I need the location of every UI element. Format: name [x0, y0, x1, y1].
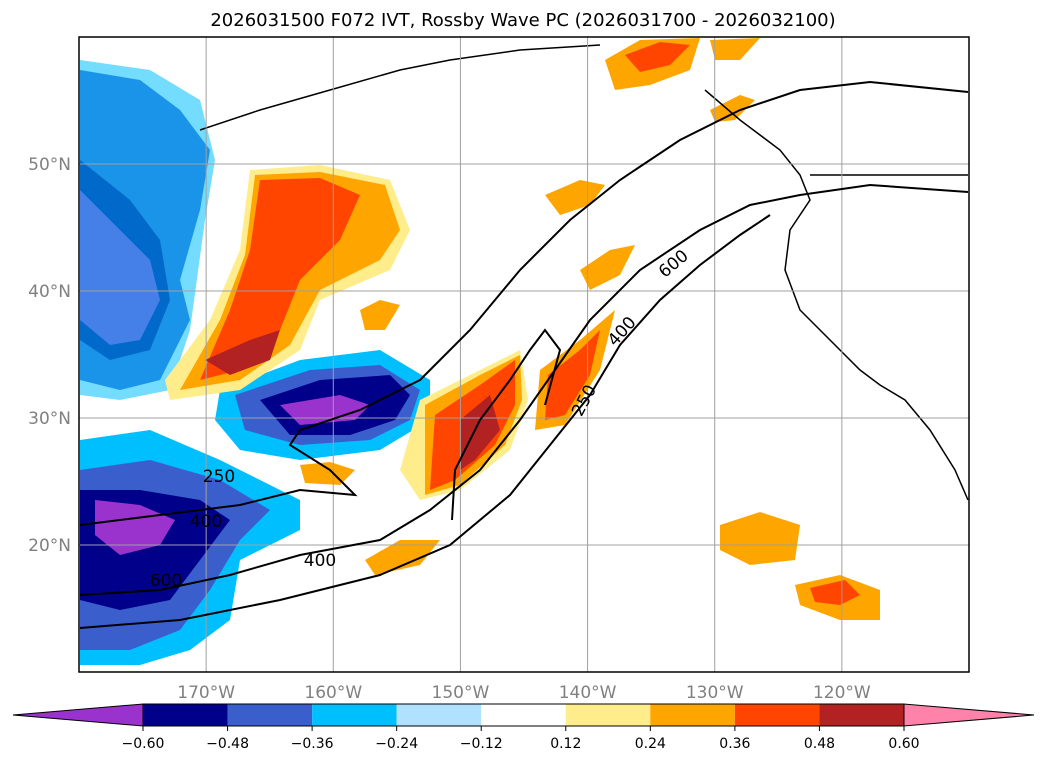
colorbar-label-8: 0.48 [804, 736, 835, 752]
colorbar-segment-8 [819, 704, 904, 726]
pc-region-neg-outline [80, 60, 215, 400]
pc-region-pos-ne-red [625, 42, 690, 72]
contour-label-600-west: 600 [150, 571, 182, 591]
pc-region-pos-small2 [580, 245, 635, 290]
pc-region-pos-east2-red [810, 580, 860, 605]
pc-region-pos-ne2 [710, 38, 760, 60]
pc-shading [80, 38, 880, 665]
x-tick-label-4: 130°W [686, 683, 744, 703]
colorbar-extend-max [903, 703, 1035, 727]
colorbar-label-5: 0.12 [550, 736, 581, 752]
colorbar-outline [142, 703, 905, 727]
colorbar-label-6: 0.24 [635, 736, 666, 752]
colorbar-label-3: −0.24 [375, 736, 418, 752]
x-tick-label-1: 160°W [304, 683, 362, 703]
gridlines [79, 37, 969, 672]
colorbar-segment-3 [396, 704, 482, 726]
colorbar-segment-5 [565, 704, 651, 726]
pc-region-pos-small1 [545, 180, 605, 215]
pc-region-pos-north-red [200, 178, 360, 380]
pc-region-neg-sw-purple [95, 500, 175, 555]
ivt-contour-400 [79, 183, 969, 596]
colorbar: −0.60 −0.48 −0.36 −0.24 −0.12 0.12 0.24 0.36 0.4… [12, 703, 1035, 752]
colorbar-label-0: −0.60 [122, 736, 165, 752]
pc-region-pos-ar2-red [545, 330, 600, 420]
x-tick-label-5: 120°W [813, 683, 871, 703]
map-frame [78, 36, 970, 673]
colorbar-segment-4 [481, 704, 566, 726]
coastline-ak [199, 44, 601, 131]
pc-region-pos-ne3 [710, 95, 755, 122]
pc-region-pos-small4 [300, 462, 355, 485]
colorbar-segment-7 [734, 704, 820, 726]
x-tick-label-0: 170°W [177, 683, 235, 703]
ivt-contours [79, 80, 969, 629]
coastline-na [704, 89, 969, 501]
x-tick-label-2: 150°W [432, 683, 490, 703]
pc-region-pos-small5 [365, 540, 440, 575]
y-tick-label-1: 40°N [28, 282, 71, 302]
pc-region-pos-small3 [360, 300, 400, 330]
contour-label-400-west: 400 [190, 512, 222, 532]
colorbar-label-1: −0.48 [206, 736, 249, 752]
colorbar-label-7: 0.36 [719, 736, 750, 752]
ivt-contour-600 [79, 214, 771, 629]
colorbar-segment-2 [312, 704, 397, 726]
coastline [199, 44, 969, 501]
colorbar-segment-0 [143, 704, 228, 726]
y-tick-label-0: 50°N [28, 155, 71, 175]
colorbar-segment-1 [227, 704, 313, 726]
colorbar-segment-6 [650, 704, 735, 726]
ivt-contour-inner [451, 328, 562, 521]
pc-region-pos-north-core [205, 330, 280, 375]
colorbar-label-2: −0.36 [291, 736, 334, 752]
contour-label-250-west: 250 [203, 467, 235, 487]
colorbar-label-4: −0.12 [460, 736, 503, 752]
y-axis-ticks: 50°N 40°N 30°N 20°N [28, 155, 71, 556]
x-tick-label-3: 140°W [559, 683, 617, 703]
ivt-contour-250 [79, 80, 969, 526]
y-tick-label-3: 20°N [28, 536, 71, 556]
colorbar-label-9: 0.60 [888, 736, 919, 752]
x-axis-ticks: 170°W 160°W 150°W 140°W 130°W 120°W [177, 683, 871, 703]
pc-region-pos-ar-core [460, 395, 500, 470]
chart-title: 2026031500 F072 IVT, Rossby Wave PC (202… [210, 10, 835, 31]
colorbar-extend-min [12, 703, 144, 727]
pc-region-pos-east1 [720, 512, 800, 565]
y-tick-label-2: 30°N [28, 409, 71, 429]
contour-label-400-south: 400 [304, 551, 336, 571]
